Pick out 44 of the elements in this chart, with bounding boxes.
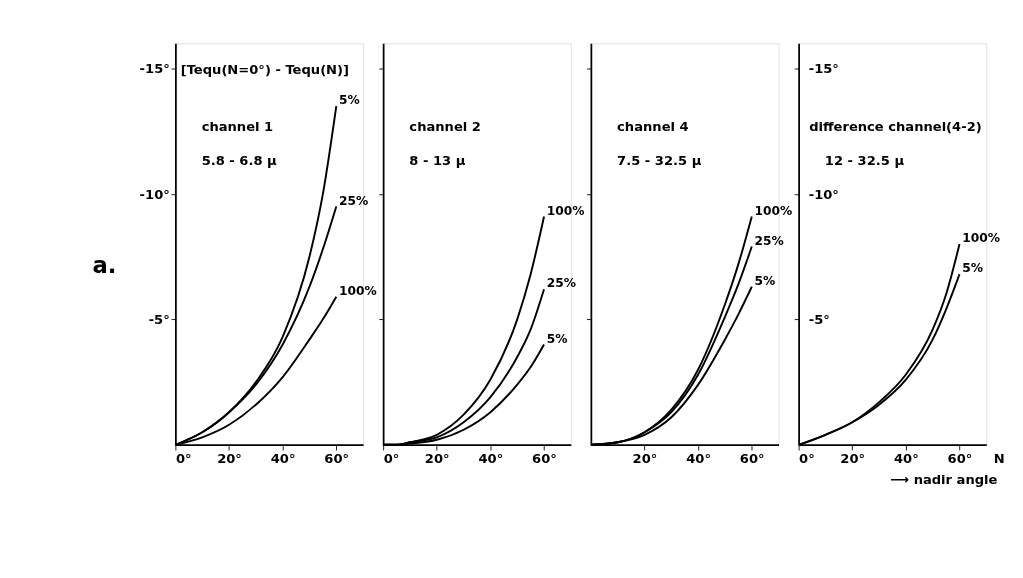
x-tick-label: 0°	[383, 450, 400, 466]
x-tick-label: 0°	[175, 450, 192, 466]
x-tick-label: 40°	[893, 450, 919, 466]
y-tick-label: -5°	[148, 312, 170, 328]
series-label: 100%	[338, 284, 377, 298]
x-axis-title: N	[993, 450, 1005, 466]
x-tick-label: 60°	[532, 450, 557, 466]
y-tick-label: -15°	[808, 61, 839, 77]
x-tick-label: 60°	[739, 450, 765, 466]
x-tick-label: 0°	[799, 450, 815, 466]
x-tick-label: 40°	[686, 450, 711, 466]
y-tick-label: -10°	[808, 186, 839, 202]
x-tick-label: 20°	[840, 450, 866, 466]
x-tick-label: 40°	[478, 450, 504, 466]
y-tick-label: -15°	[139, 61, 170, 77]
series-label: 100%	[754, 203, 793, 218]
x-tick-label: 20°	[632, 450, 658, 466]
x-tick-label: 20°	[424, 450, 450, 466]
text: difference channel(4-2)	[809, 118, 982, 134]
x-tick-label: 20°	[217, 450, 242, 466]
text: channel 2	[409, 118, 481, 134]
series-label: 5%	[962, 261, 983, 276]
series-label: 5%	[338, 93, 360, 108]
y-axis-title: [Tequ(N=0°) - Tequ(N)]	[180, 61, 350, 77]
series-label: 5%	[754, 273, 776, 288]
series-label: 100%	[546, 203, 585, 218]
x-tick-label: 60°	[324, 450, 350, 466]
text: 7.5 - 32.5 μ	[617, 153, 702, 169]
y-tick-label: -5°	[808, 312, 830, 328]
y-tick-label: -10°	[139, 186, 170, 202]
series-label: 25%	[754, 233, 784, 248]
x-tick-label: 60°	[947, 450, 973, 466]
series-label: 100%	[962, 231, 1000, 246]
text: a.	[92, 251, 117, 278]
text: 8 - 13 μ	[409, 153, 466, 169]
series-label: 25%	[338, 193, 369, 208]
x-tick-label: 40°	[270, 450, 296, 466]
text: 12 - 32.5 μ	[824, 153, 905, 169]
series-label: 5%	[546, 331, 568, 346]
series-label: 25%	[546, 276, 576, 291]
text: channel 1	[201, 118, 274, 134]
text: channel 4	[617, 118, 689, 134]
text: ⟶ nadir angle	[890, 472, 998, 488]
text: 5.8 - 6.8 μ	[201, 153, 278, 169]
